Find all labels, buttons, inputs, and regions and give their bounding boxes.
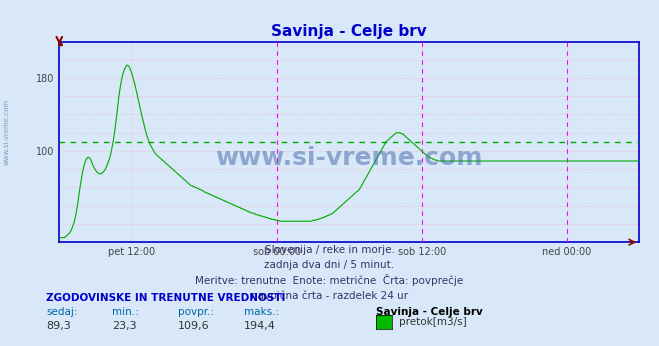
Text: 109,6: 109,6: [178, 321, 210, 331]
Text: sedaj:: sedaj:: [46, 307, 78, 317]
Text: navpična črta - razdelek 24 ur: navpična črta - razdelek 24 ur: [251, 291, 408, 301]
Text: maks.:: maks.:: [244, 307, 279, 317]
Text: www.si-vreme.com: www.si-vreme.com: [215, 146, 483, 170]
Text: www.si-vreme.com: www.si-vreme.com: [3, 98, 9, 165]
Text: pretok[m3/s]: pretok[m3/s]: [399, 317, 467, 327]
Text: min.:: min.:: [112, 307, 139, 317]
Text: zadnja dva dni / 5 minut.: zadnja dva dni / 5 minut.: [264, 260, 395, 270]
Text: 89,3: 89,3: [46, 321, 71, 331]
Text: Savinja - Celje brv: Savinja - Celje brv: [376, 307, 482, 317]
Text: 194,4: 194,4: [244, 321, 275, 331]
Text: 23,3: 23,3: [112, 321, 136, 331]
Text: Slovenija / reke in morje.: Slovenija / reke in morje.: [264, 245, 395, 255]
Text: povpr.:: povpr.:: [178, 307, 214, 317]
Text: Meritve: trenutne  Enote: metrične  Črta: povprečje: Meritve: trenutne Enote: metrične Črta: …: [195, 274, 464, 286]
Text: ZGODOVINSKE IN TRENUTNE VREDNOSTI: ZGODOVINSKE IN TRENUTNE VREDNOSTI: [46, 293, 285, 303]
Title: Savinja - Celje brv: Savinja - Celje brv: [272, 24, 427, 39]
